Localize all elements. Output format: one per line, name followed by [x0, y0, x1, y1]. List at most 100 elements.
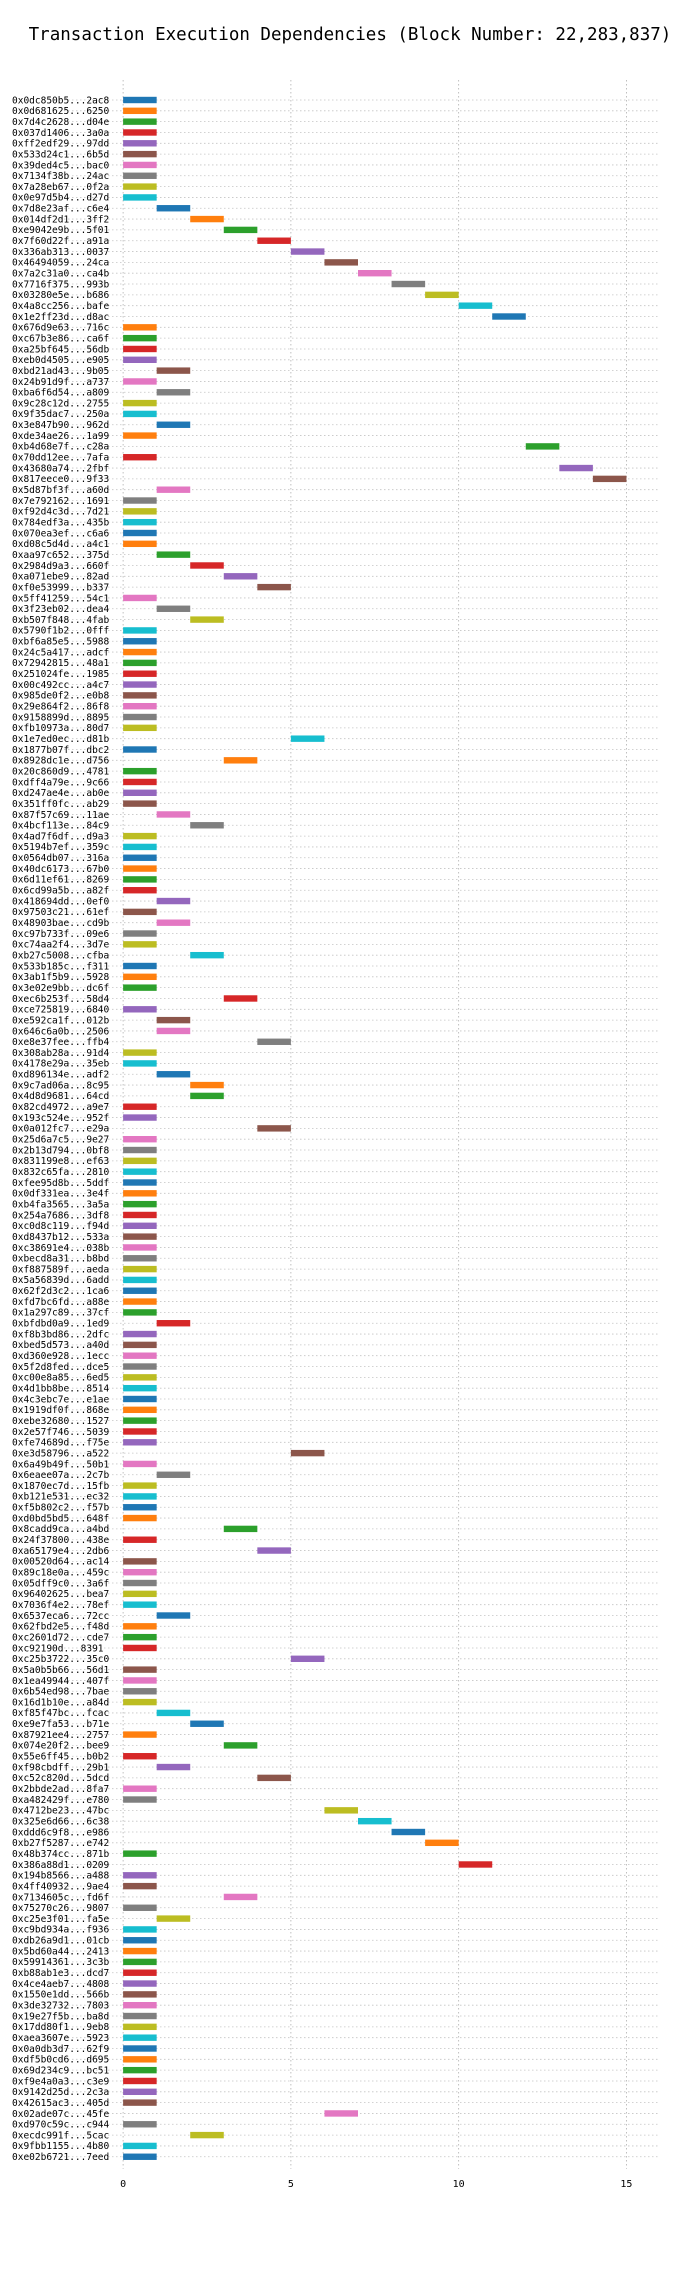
bar: [190, 1720, 224, 1727]
bar: [123, 746, 157, 753]
y-tick-label: 0xb507f848...4fab: [12, 615, 110, 626]
bar: [123, 1168, 157, 1175]
y-tick-label: 0xe8e37fee...ffb4: [12, 1037, 110, 1048]
bar: [123, 2088, 157, 2095]
bar: [123, 930, 157, 937]
y-tick-label: 0x0d681625...6250: [12, 106, 110, 117]
bar: [123, 2066, 157, 2074]
bar: [156, 367, 191, 374]
bar: [123, 454, 157, 461]
bar: [257, 1547, 291, 1554]
y-tick-label: 0x3e02e9bb...dc6f: [12, 983, 109, 994]
bar: [123, 638, 157, 645]
bar: [123, 1157, 157, 1165]
y-tick-label: 0x3f23eb02...dea4: [12, 604, 110, 615]
y-tick-label: 0x20c860d9...4781: [12, 766, 110, 777]
y-tick-label: 0x9158899d...8895: [12, 712, 109, 723]
y-tick-label: 0x7036f4e2...78ef: [12, 1600, 109, 1611]
bar: [223, 1742, 258, 1749]
bar: [223, 1893, 258, 1901]
bar: [156, 811, 191, 818]
bar: [123, 1504, 157, 1511]
y-tick-label: 0xe02b6721...7eed: [12, 2152, 109, 2163]
bar: [123, 1558, 157, 1565]
y-tick-label: 0xc25b3722...35c0: [12, 1654, 110, 1665]
bar: [257, 1125, 291, 1132]
y-tick-label: 0xbfdbd0a9...1ed9: [12, 1319, 110, 1330]
bar: [123, 1579, 157, 1587]
bar: [156, 1709, 191, 1717]
bar: [123, 345, 157, 353]
bar: [123, 1179, 157, 1186]
x-axis-ticks: 0 5 10 15: [120, 2179, 632, 2190]
bar: [156, 1612, 191, 1619]
y-tick-label: 0x0a012fc7...e29a: [12, 1124, 109, 1135]
bar: [123, 659, 157, 667]
y-tick-label: 0x646c6a0b...2506: [12, 1026, 110, 1037]
bar: [492, 313, 526, 320]
bar: [123, 2121, 157, 2128]
bar: [123, 1569, 157, 1576]
y-tick-label: 0x5ff41259...54c1: [12, 593, 110, 604]
y-axis-labels: 0x0dc850b5...2ac80x0d681625...62500x7d4c…: [12, 95, 110, 2163]
y-tick-label: 0xf5b802c2...f57b: [12, 1503, 110, 1514]
y-tick-label: 0xc00e8a85...6ed5: [12, 1373, 109, 1384]
bar: [123, 1958, 157, 1966]
y-tick-label: 0x831199e8...ef63: [12, 1156, 109, 1167]
bar: [156, 205, 191, 212]
y-tick-label: 0xe3d58796...a522: [12, 1448, 109, 1459]
y-tick-label: 0xb121e531...ec32: [12, 1492, 109, 1503]
y-tick-label: 0xe592ca1f...012b: [12, 1015, 110, 1026]
y-tick-label: 0xd08c5d4d...a4c1: [12, 539, 110, 550]
y-tick-label: 0x325e6d66...6c38: [12, 1816, 110, 1827]
bar: [223, 757, 258, 764]
bar: [123, 2023, 157, 2031]
y-tick-label: 0x074e20f2...bee9: [12, 1741, 110, 1752]
bar: [290, 1449, 325, 1457]
chart-title: Transaction Execution Dependencies (Bloc…: [29, 25, 672, 45]
bar: [123, 1136, 157, 1143]
y-tick-label: 0xa65179e4...2db6: [12, 1546, 110, 1557]
y-tick-label: 0xc97b733f...09e6: [12, 929, 110, 940]
bar: [324, 259, 358, 266]
bar: [324, 2110, 358, 2117]
bar: [123, 778, 157, 786]
y-tick-label: 0xe9e7fa53...b71e: [12, 1719, 110, 1730]
y-tick-label: 0x19e27f5b...ba8d: [12, 2011, 109, 2022]
y-tick-label: 0x43680a74...2fbf: [12, 463, 109, 474]
y-tick-label: 0x9c28c12d...2755: [12, 398, 109, 409]
y-tick-label: 0x251024fe...1985: [12, 669, 109, 680]
bar: [123, 648, 157, 656]
y-tick-label: 0x5a0b5b66...56d1: [12, 1665, 110, 1676]
y-tick-label: 0x48b374cc...871b: [12, 1849, 110, 1860]
y-tick-label: 0xc74aa2f4...3d7e: [12, 940, 110, 951]
bar: [290, 248, 325, 255]
bar: [123, 508, 157, 515]
y-tick-label: 0x6537eca6...72cc: [12, 1611, 109, 1622]
y-tick-label: 0x985de0f2...e0b8: [12, 691, 110, 702]
bar: [123, 150, 157, 158]
y-tick-label: 0x254a7686...3df8: [12, 1210, 110, 1221]
y-tick-label: 0xf887589f...aeda: [12, 1264, 109, 1275]
y-tick-label: 0x7716f375...993b: [12, 279, 110, 290]
bar: [123, 1991, 157, 1998]
y-tick-label: 0xaea3607e...5923: [12, 2033, 109, 2044]
bar: [123, 1688, 157, 1695]
y-tick-label: 0xc9bd934a...f936: [12, 1925, 110, 1936]
bar: [123, 1937, 157, 1944]
bar: [123, 2012, 157, 2020]
y-tick-label: 0x533d24c1...6b5d: [12, 149, 109, 160]
bar: [123, 594, 157, 602]
bar: [257, 1038, 291, 1045]
bar: [123, 1882, 157, 1890]
y-tick-label: 0x24f37800...438e: [12, 1535, 110, 1546]
y-tick-label: 0xaa97c652...375d: [12, 550, 109, 561]
y-tick-label: 0x2b13d794...0bf8: [12, 1145, 110, 1156]
bar: [123, 1969, 157, 1976]
y-tick-label: 0x55e6ff45...b0b2: [12, 1752, 109, 1763]
y-tick-label: 0x1ea49944...407f: [12, 1676, 109, 1687]
bar: [123, 713, 157, 721]
bar: [190, 1081, 224, 1089]
bar: [123, 1796, 157, 1803]
